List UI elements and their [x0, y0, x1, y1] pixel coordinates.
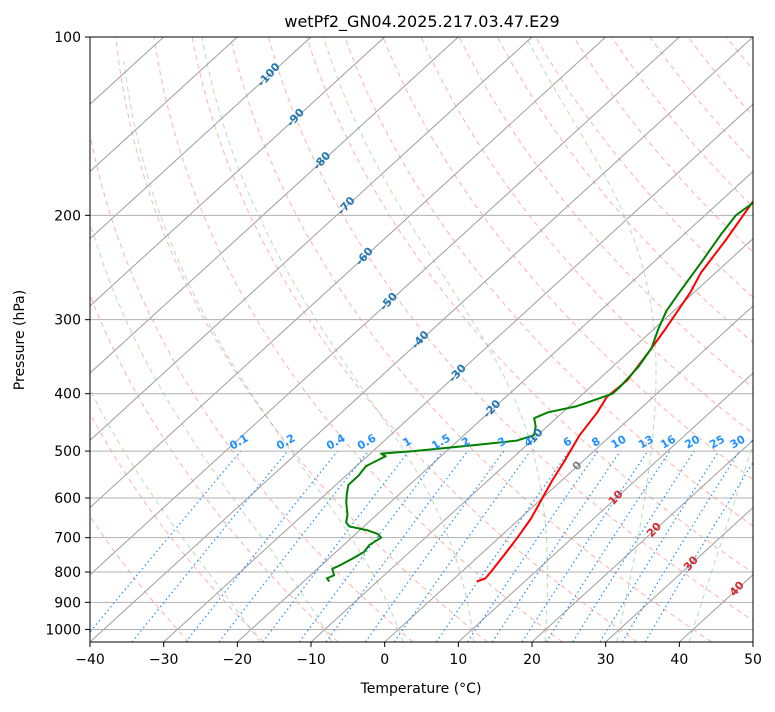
x-axis-label: Temperature (°C): [360, 681, 482, 697]
x-tick-label: 30: [597, 652, 615, 668]
dry-adiabat-line: [726, 37, 775, 642]
mixing-ratio-line: [622, 451, 739, 642]
moist-adiabat-line: [526, 37, 656, 642]
y-tick-label: 700: [54, 531, 81, 547]
dry-adiabat-line: [269, 37, 775, 642]
mixing-ratio-label: 16: [658, 432, 678, 451]
mixing-ratio-label: 1: [401, 435, 414, 450]
dry-adiabat-line: [78, 37, 413, 642]
mixing-ratio-line: [522, 451, 648, 642]
y-tick-label: 200: [54, 208, 81, 224]
x-tick-label: 40: [670, 652, 688, 668]
y-tick-label: 100: [54, 30, 81, 46]
y-tick-label: 400: [54, 387, 81, 403]
moist-adiabat-line: [124, 62, 403, 642]
x-tick-label: 20: [523, 652, 541, 668]
dry-adiabat-line: [230, 37, 711, 642]
moist-adiabat-line: [67, 114, 332, 642]
isotherm-line: [164, 37, 775, 642]
dry-adiabat-line: [574, 37, 775, 642]
x-tick-label: −20: [223, 652, 253, 668]
dry-adiabat-line: [650, 37, 775, 642]
mixing-ratio-line: [326, 451, 467, 642]
mixing-ratio-line: [219, 451, 368, 642]
y-tick-label: 300: [54, 313, 81, 329]
moist-adiabat-line: [323, 37, 547, 642]
dry-adiabat-line: [0, 37, 189, 642]
isotherm-line: [0, 37, 237, 642]
isotherm-line: [0, 37, 606, 642]
mixing-ratio-label: 0.2: [274, 432, 297, 453]
chart-title: wetPf2_GN04.2025.217.03.47.E29: [284, 12, 559, 32]
isotherm-line: [0, 37, 385, 642]
dewpoint-profile-line: [327, 37, 775, 582]
isotherm-line: [0, 37, 311, 642]
profile-lines: [327, 37, 775, 582]
isotherm-line: [753, 37, 775, 642]
mixing-ratio-line: [573, 451, 694, 642]
mixing-ratio-label: 36: [748, 432, 768, 451]
mixing-ratio-line: [600, 451, 719, 642]
y-tick-label: 800: [54, 565, 81, 581]
x-axis-ticks: −40 −30 −20 −10 0 10 20 30 40 50: [75, 642, 762, 668]
isotherm-line: [0, 37, 458, 642]
mixing-ratio-line: [132, 451, 288, 642]
mixing-ratio-line: [186, 451, 338, 642]
moist-adiabat-line: [689, 37, 775, 642]
dry-adiabat-line: [688, 37, 775, 642]
y-tick-label: 1000: [45, 622, 81, 638]
mixing-ratio-line: [546, 451, 670, 642]
y-tick-label: 900: [54, 595, 81, 611]
mixing-ratio-label: 0.4: [324, 431, 348, 452]
y-tick-label: 500: [54, 444, 81, 460]
dry-adiabat-line: [765, 37, 775, 642]
mixing-ratio-label: 30: [728, 432, 748, 451]
y-axis-ticks: 100 200 300 400 500 600 700 800 900 1000: [45, 30, 90, 638]
mixing-ratio-label: 25: [707, 433, 727, 452]
isotherm-line: [0, 37, 532, 642]
x-tick-label: −30: [149, 652, 179, 668]
mixing-ratio-line: [82, 451, 241, 642]
mixing-ratio-line: [436, 451, 569, 642]
x-tick-label: −10: [296, 652, 326, 668]
x-tick-label: 0: [380, 652, 389, 668]
x-tick-label: 50: [744, 652, 762, 668]
mixing-ratio-line: [645, 451, 760, 642]
x-tick-label: 10: [449, 652, 467, 668]
x-tick-label: −40: [75, 652, 105, 668]
mixing-ratio-line: [299, 451, 443, 642]
dry-adiabat-line: [612, 37, 775, 642]
mixing-ratio-line: [468, 451, 598, 642]
dry-adiabat-line: [345, 37, 775, 642]
isotherm-line: [16, 37, 679, 642]
y-axis-label: Pressure (hPa): [12, 290, 28, 390]
temperature-profile-line: [477, 37, 775, 582]
mixing-ratio-line: [263, 451, 409, 642]
y-tick-label: 600: [54, 491, 81, 507]
dry-adiabat-line: [497, 37, 775, 642]
isotherm-label: -100: [255, 60, 283, 89]
